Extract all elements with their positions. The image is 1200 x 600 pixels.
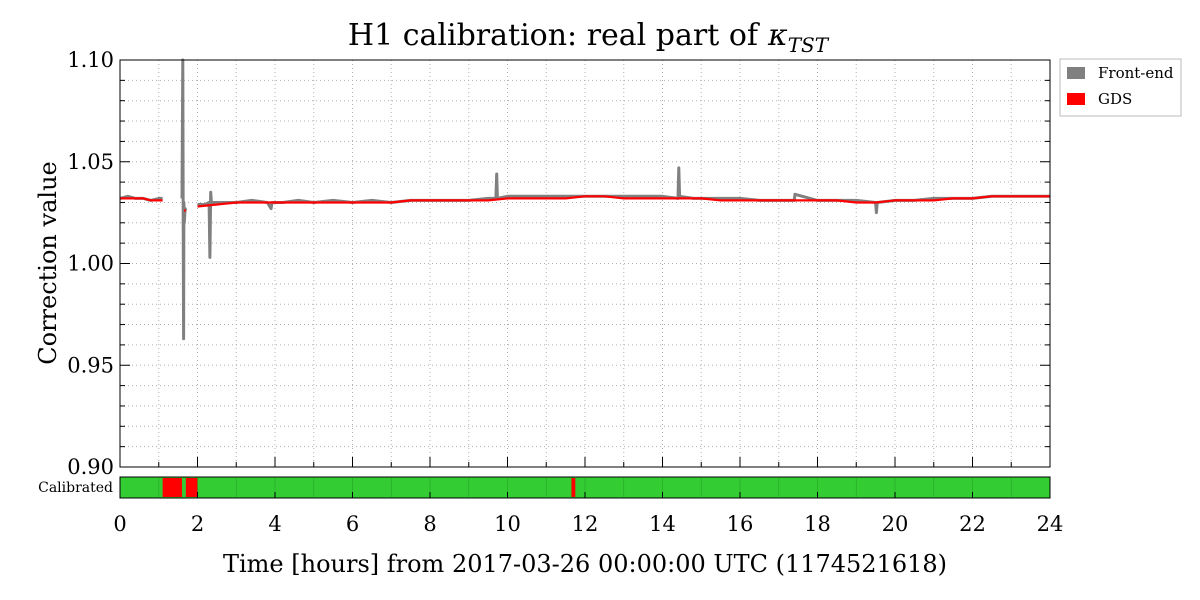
chart-title-symbol: κ [767,18,788,53]
legend-label-gds: GDS [1098,90,1132,108]
legend-swatch-front-end [1067,67,1085,79]
chart-title: H1 calibration: real part of κTST [348,18,830,57]
series-line-gds [197,195,1050,208]
y-tick-label: 1.05 [67,150,114,174]
legend-swatch-gds [1067,93,1085,105]
state-strip-uncalibrated-interval [185,478,198,497]
state-strip-label: Calibrated [38,480,113,496]
x-tick-label: 20 [882,512,909,536]
x-tick-label: 2 [191,512,204,536]
state-strip-uncalibrated-interval [162,478,182,497]
y-tick-label: 0.90 [67,455,114,479]
y-tick-label: 0.95 [67,353,114,377]
x-tick-label: 4 [268,512,281,536]
plot-grid [120,60,1050,467]
series-line-front-end [180,58,188,341]
chart-title-subscript: TST [788,33,830,57]
x-tick-label: 14 [649,512,676,536]
y-axis-label: Correction value [34,161,62,364]
x-tick-label: 12 [572,512,599,536]
state-strip-uncalibrated-interval [571,478,576,497]
legend-label-front-end: Front-end [1098,64,1174,82]
x-tick-label: 22 [959,512,986,536]
chart-title-text: H1 calibration: real part of [348,18,760,53]
y-tick-label: 1.00 [67,252,114,276]
x-tick-label: 0 [113,512,126,536]
legend: Front-end GDS [1059,58,1182,117]
y-tick-label: 1.10 [67,48,114,72]
x-tick-label: 6 [346,512,359,536]
series-line-front-end [197,166,1050,259]
x-tick-label: 8 [423,512,436,536]
x-tick-label: 24 [1037,512,1064,536]
y-axis: 0.90 0.95 1.00 1.05 1.10 [67,48,1050,479]
series-line-gds [120,197,163,202]
x-tick-label: 18 [804,512,831,536]
x-axis-label: Time [hours] from 2017-03-26 00:00:00 UT… [223,550,947,578]
x-axis: 0 2 4 6 8 10 12 14 16 18 20 22 24 [113,457,1063,536]
x-tick-label: 10 [494,512,521,536]
x-tick-label: 16 [727,512,754,536]
series-layer [119,58,1050,341]
